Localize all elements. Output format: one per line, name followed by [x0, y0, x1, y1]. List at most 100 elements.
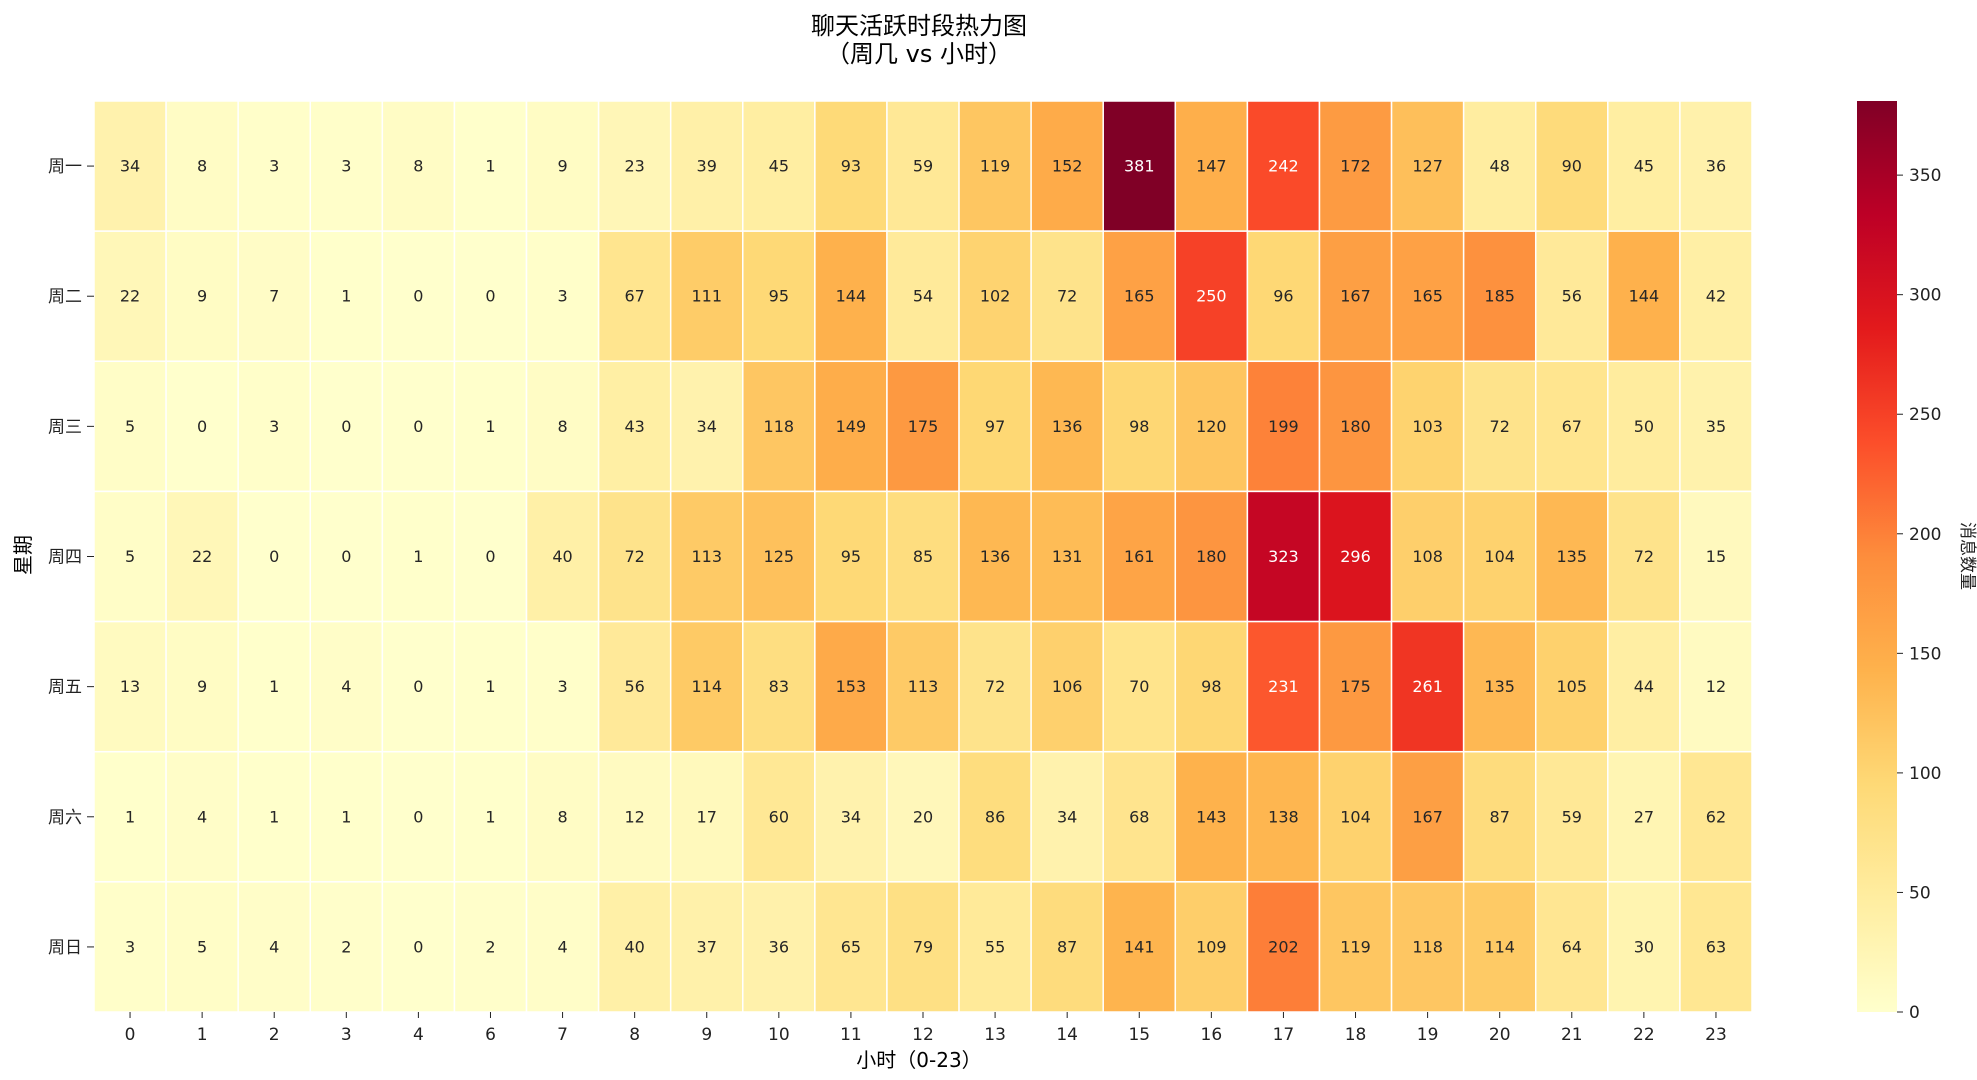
heatmap-cell: [1679, 750, 1753, 883]
cell-value-label: 5: [125, 417, 135, 436]
x-tick-label: 18: [1345, 1025, 1367, 1045]
heatmap-cell: [1679, 881, 1753, 1013]
cell-value-label: 3: [269, 417, 279, 436]
cell-value-label: 34: [841, 807, 861, 826]
cell-value-label: 0: [413, 807, 423, 826]
cell-value-label: 95: [841, 547, 861, 566]
colorbar-tick-label: 150: [1909, 644, 1941, 664]
x-tick-label: 3: [341, 1025, 352, 1045]
cell-value-label: 9: [557, 157, 567, 176]
cell-value-label: 153: [836, 677, 867, 696]
cell-value-label: 119: [1340, 937, 1371, 956]
cell-value-label: 87: [1490, 807, 1510, 826]
cell-value-label: 1: [125, 807, 135, 826]
cell-value-label: 40: [552, 547, 572, 566]
cell-value-label: 296: [1340, 547, 1371, 566]
cell-value-label: 22: [120, 287, 140, 306]
heatmap-cell: [1318, 881, 1393, 1013]
cell-value-label: 0: [197, 417, 207, 436]
heatmap-cell: [1607, 100, 1681, 232]
heatmap-cell: [381, 360, 456, 493]
x-tick-label: 13: [984, 1025, 1006, 1045]
heatmap-cell: [958, 881, 1032, 1013]
cell-value-label: 136: [1052, 417, 1083, 436]
cell-value-label: 55: [985, 937, 1005, 956]
cell-value-label: 35: [1706, 417, 1726, 436]
x-tick-label: 12: [912, 1025, 934, 1045]
cell-value-label: 0: [413, 677, 423, 696]
cell-value-label: 4: [269, 937, 279, 956]
heatmap-cell: [886, 100, 960, 232]
heatmap-cell: [958, 620, 1032, 753]
heatmap-cell: [597, 100, 672, 232]
heatmap-cell: [1534, 100, 1609, 232]
y-tick-label: 周四: [48, 548, 82, 568]
heatmap-cell: [742, 881, 816, 1013]
x-tick-label: 23: [1705, 1025, 1727, 1045]
heatmap-cell: [958, 230, 1032, 363]
cell-value-label: 242: [1268, 157, 1299, 176]
heatmap-cell: [1607, 230, 1681, 363]
cell-value-label: 118: [1412, 937, 1443, 956]
heatmap-cell: [597, 490, 672, 623]
cell-value-label: 22: [192, 547, 212, 566]
cell-value-label: 0: [269, 547, 279, 566]
heatmap-cell: [453, 100, 528, 232]
x-axis-label: 小时（0-23）: [856, 1048, 981, 1072]
cell-value-label: 68: [1129, 807, 1149, 826]
cell-value-label: 95: [769, 287, 789, 306]
cell-value-label: 172: [1340, 157, 1371, 176]
heatmap-cell: [381, 881, 456, 1013]
cell-value-label: 7: [269, 287, 279, 306]
cell-value-label: 141: [1124, 937, 1155, 956]
cell-value-label: 39: [697, 157, 717, 176]
x-tick-label: 9: [701, 1025, 712, 1045]
colorbar-tick-label: 350: [1909, 166, 1941, 186]
cell-value-label: 109: [1196, 937, 1227, 956]
cell-value-label: 0: [413, 417, 423, 436]
heatmap-cell: [525, 360, 600, 493]
y-tick-label: 周一: [48, 157, 82, 177]
cell-value-label: 105: [1557, 677, 1588, 696]
cell-value-label: 135: [1484, 677, 1515, 696]
cell-value-label: 199: [1268, 417, 1299, 436]
cell-value-label: 98: [1201, 677, 1221, 696]
x-tick-label: 0: [125, 1025, 136, 1045]
cell-value-label: 62: [1706, 807, 1726, 826]
heatmap-cell: [1174, 490, 1249, 623]
heatmap-cell: [309, 750, 384, 883]
cell-value-label: 9: [197, 287, 207, 306]
heatmap-cell: [1318, 490, 1393, 623]
heatmap-cell: [309, 490, 384, 623]
cell-value-label: 56: [1562, 287, 1582, 306]
cell-value-label: 8: [557, 807, 567, 826]
chart-title-line2: （周几 vs 小时）: [826, 40, 1012, 68]
cell-value-label: 37: [697, 937, 717, 956]
colorbar-ticks: 0 50 100 150 200 250 300 350: [1897, 166, 1941, 1023]
x-tick-label: 16: [1201, 1025, 1223, 1045]
heatmap-cell: [669, 360, 744, 493]
heatmap-cell: [814, 620, 888, 753]
cell-value-label: 1: [269, 677, 279, 696]
cell-value-label: 1: [269, 807, 279, 826]
x-tick-label: 15: [1128, 1025, 1150, 1045]
cell-value-label: 2: [485, 937, 495, 956]
heatmap-cell: [1246, 750, 1321, 883]
cell-value-label: 5: [125, 547, 135, 566]
cell-value-label: 1: [485, 807, 495, 826]
heatmap-cells: 34 8 3 3 8 1 9 23 39 45 93 59 119 152 381 147 242 172 127 4…: [93, 100, 1753, 1013]
heatmap-cell: [93, 750, 167, 883]
cell-value-label: 1: [485, 157, 495, 176]
cell-value-label: 34: [697, 417, 717, 436]
cell-value-label: 96: [1273, 287, 1293, 306]
cell-value-label: 135: [1557, 547, 1588, 566]
heatmap-cell: [453, 490, 528, 623]
cell-value-label: 79: [913, 937, 933, 956]
cell-value-label: 0: [341, 417, 351, 436]
cell-value-label: 143: [1196, 807, 1227, 826]
cell-value-label: 175: [908, 417, 939, 436]
cell-value-label: 97: [985, 417, 1005, 436]
x-tick-label: 20: [1489, 1025, 1511, 1045]
heatmap-cell: [1390, 881, 1465, 1013]
